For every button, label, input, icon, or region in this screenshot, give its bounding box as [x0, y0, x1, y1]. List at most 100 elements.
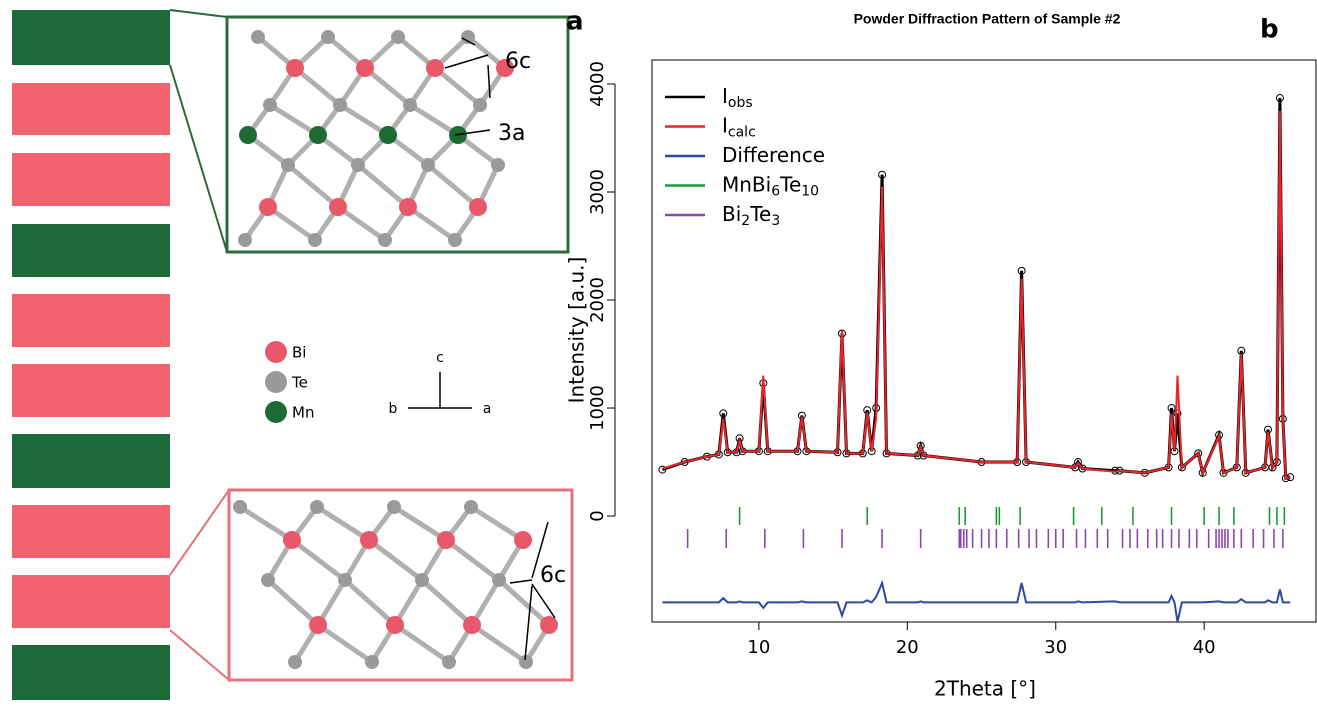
x-tick-label: 20	[896, 637, 919, 658]
y-axis-label: Intensity [a.u.]	[565, 257, 589, 404]
y-tick-label: 4000	[587, 61, 608, 107]
atom	[309, 616, 327, 634]
legend-label: Icalc	[722, 113, 756, 141]
bond	[367, 538, 424, 582]
atom	[491, 158, 505, 172]
atom	[239, 126, 257, 144]
bond	[238, 504, 294, 543]
y-tick-label: 2000	[587, 277, 608, 323]
atom	[309, 126, 327, 144]
atom	[308, 233, 322, 247]
zoom-line	[169, 64, 228, 253]
bond	[356, 163, 410, 209]
atom	[310, 500, 324, 514]
bond	[444, 538, 501, 582]
atom	[338, 573, 352, 587]
bond	[336, 204, 387, 243]
bond	[497, 578, 551, 627]
bond	[426, 163, 480, 209]
atom-legend-label: Te	[291, 374, 308, 392]
atom	[233, 500, 247, 514]
atom-legend-label: Bi	[292, 344, 306, 362]
bond	[286, 163, 340, 209]
bond	[338, 102, 390, 138]
bond	[315, 504, 371, 543]
y-tick-label: 3000	[587, 169, 608, 215]
layer	[12, 645, 170, 700]
bond	[293, 66, 342, 107]
atom	[261, 573, 275, 587]
atom	[469, 198, 487, 216]
atom-legend-ball	[265, 371, 287, 393]
atom	[448, 233, 462, 247]
atom	[263, 98, 277, 112]
y-tick-label: 0	[587, 510, 608, 521]
bond	[470, 622, 528, 665]
atom	[415, 573, 429, 587]
obs-point	[719, 409, 728, 418]
layer	[12, 575, 170, 628]
atom	[365, 655, 379, 669]
plot-area	[658, 94, 1295, 622]
chart-title: Powder Diffraction Pattern of Sample #2	[854, 11, 1121, 27]
layer	[12, 83, 170, 135]
bond	[420, 578, 474, 627]
axis-label: c	[436, 350, 444, 366]
atom	[461, 30, 475, 44]
atom	[403, 98, 417, 112]
obs-point	[1074, 458, 1083, 467]
layer-stack	[12, 10, 170, 700]
bond	[433, 66, 482, 107]
atom	[360, 531, 378, 549]
axis-label: b	[389, 401, 398, 417]
bond	[268, 102, 320, 138]
atom	[251, 30, 265, 44]
atom	[356, 59, 374, 77]
atom	[386, 616, 404, 634]
layer	[12, 224, 170, 277]
bond	[393, 622, 451, 665]
atom	[426, 59, 444, 77]
atom	[333, 98, 347, 112]
atom	[281, 158, 295, 172]
atom-legend-ball	[265, 401, 287, 423]
legend-label: Iobs	[722, 84, 753, 112]
axis-label: a	[483, 401, 492, 417]
layer	[12, 10, 170, 65]
zoom-line	[169, 489, 230, 576]
atom	[519, 655, 533, 669]
bond	[408, 102, 460, 138]
bond	[290, 538, 347, 582]
atom	[387, 500, 401, 514]
atom-legend-label: Mn	[292, 404, 314, 422]
atom	[437, 531, 455, 549]
site-label: 6c	[505, 49, 531, 74]
atom	[496, 59, 514, 77]
layer	[12, 153, 170, 206]
layer	[12, 434, 170, 488]
bond	[343, 578, 397, 627]
bond	[363, 66, 412, 107]
panel-label: b	[1260, 15, 1279, 45]
atom	[329, 198, 347, 216]
layer	[12, 364, 170, 417]
layer	[12, 294, 170, 347]
bond	[266, 204, 317, 243]
x-tick-label: 30	[1044, 637, 1067, 658]
legend-label: MnBi6Te10	[722, 172, 819, 200]
atom	[391, 30, 405, 44]
atom	[283, 531, 301, 549]
atom	[378, 233, 392, 247]
x-axis-label: 2Theta [°]	[934, 677, 1036, 701]
obs-point	[1017, 266, 1026, 275]
plot-frame	[651, 59, 1317, 623]
atom	[399, 198, 417, 216]
x-tick-label: 40	[1193, 637, 1216, 658]
atom	[514, 531, 532, 549]
atom	[321, 30, 335, 44]
obs-point	[1275, 94, 1284, 103]
atom	[286, 59, 304, 77]
bond	[266, 578, 320, 627]
atom	[259, 198, 277, 216]
